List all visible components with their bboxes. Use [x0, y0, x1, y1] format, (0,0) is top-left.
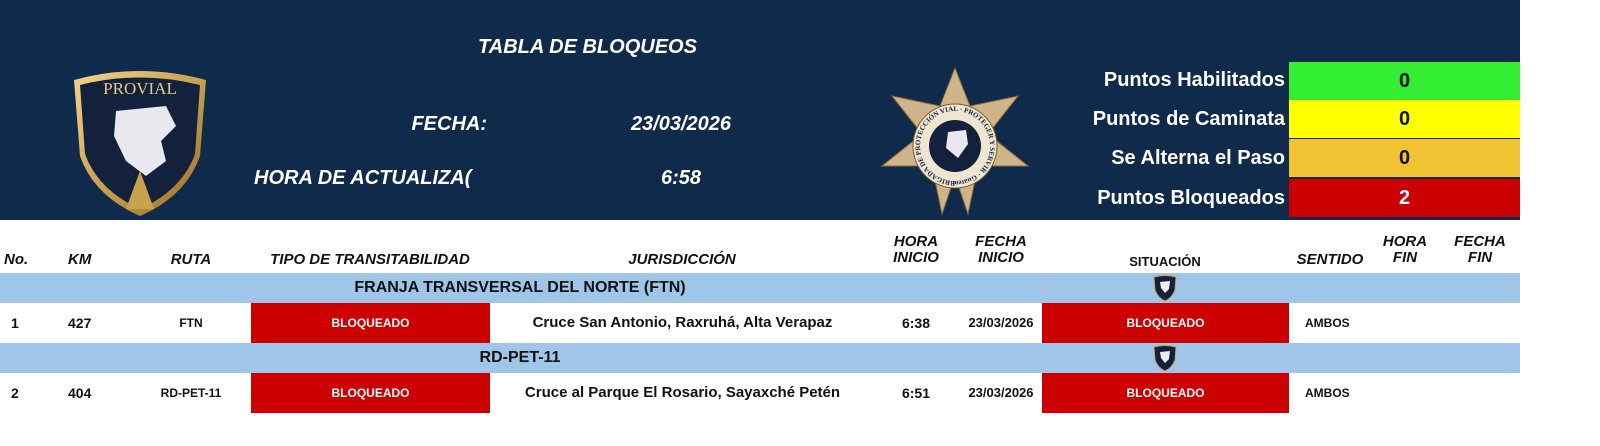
cell-jurisdiccion: Cruce al Parque El Rosario, Sayaxché Pet…	[524, 384, 841, 401]
hora-actualizacion-label: HORA DE ACTUALIZA(	[254, 167, 472, 189]
col-ruta: RUTA	[170, 251, 212, 268]
cell-situacion: BLOQUEADO	[1042, 373, 1289, 413]
legend-label-caminata: Puntos de Caminata	[1092, 108, 1285, 130]
cell-sentido: AMBOS	[1305, 386, 1350, 400]
page-title: TABLA DE BLOQUEOS	[478, 36, 697, 58]
legend-value-habilitados: 0	[1289, 62, 1520, 100]
col-sentido: SENTIDO	[1296, 251, 1364, 268]
cell-situacion: BLOQUEADO	[1042, 303, 1289, 343]
hora-actualizacion-value: 6:58	[660, 167, 702, 189]
col-jurisdiccion: JURISDICCIÓN	[628, 251, 736, 268]
col-tipo: TIPO DE TRANSITABILIDAD	[270, 251, 470, 268]
table-row: 2 404 RD-PET-11 BLOQUEADO Cruce al Parqu…	[0, 373, 1520, 413]
legend-value-alterna: 0	[1289, 139, 1520, 177]
provial-shield-icon	[1153, 275, 1177, 302]
cell-no: 1	[11, 315, 19, 331]
col-fecha-fin: FECHA FIN	[1454, 233, 1506, 266]
cell-ruta: RD-PET-11	[160, 386, 222, 400]
col-no: No.	[4, 251, 29, 268]
col-hora-inicio: HORA INICIO	[893, 233, 939, 266]
group-title: FRANJA TRANSVERSAL DEL NORTE (FTN)	[354, 279, 686, 296]
cell-sentido: AMBOS	[1305, 316, 1350, 330]
legend-label-habilitados: Puntos Habilitados	[1103, 69, 1285, 91]
col-fecha-inicio: FECHA INICIO	[975, 233, 1027, 266]
cell-fecha-inicio: 23/03/2026	[968, 315, 1034, 330]
cell-hora-inicio: 6:38	[901, 315, 931, 331]
fecha-value: 23/03/2026	[630, 113, 732, 135]
group-title: RD-PET-11	[479, 349, 561, 366]
cell-hora-inicio: 6:51	[901, 385, 931, 401]
col-km: KM	[68, 251, 92, 268]
cell-km: 404	[68, 385, 92, 401]
cell-fecha-inicio: 23/03/2026	[968, 385, 1034, 400]
group-row	[0, 343, 1520, 373]
header-banner	[0, 0, 1520, 220]
col-situacion: SITUACIÓN	[1129, 254, 1201, 269]
cell-no: 2	[11, 385, 19, 401]
legend-label-alterna: Se Alterna el Paso	[1111, 147, 1285, 169]
brigada-star-badge-icon: BRIGADA DE PROTECCIÓN VIAL · PROTEGER Y …	[878, 66, 1030, 216]
legend-value-caminata: 0	[1289, 100, 1520, 138]
provial-logo: PROVIAL	[74, 71, 206, 216]
cell-jurisdiccion: Cruce San Antonio, Raxruhá, Alta Verapaz	[532, 314, 833, 331]
cell-tipo: BLOQUEADO	[251, 303, 490, 343]
col-hora-fin: HORA FIN	[1382, 233, 1428, 266]
provial-shield-icon	[1153, 345, 1177, 372]
table-row: 1 427 FTN BLOQUEADO Cruce San Antonio, R…	[0, 303, 1520, 343]
cell-tipo: BLOQUEADO	[251, 373, 490, 413]
group-row	[0, 273, 1520, 303]
cell-km: 427	[68, 315, 92, 331]
legend-label-bloqueados: Puntos Bloqueados	[1097, 187, 1285, 209]
logo-text: PROVIAL	[103, 79, 177, 98]
cell-ruta: FTN	[179, 316, 203, 330]
legend-value-bloqueados: 2	[1289, 179, 1520, 217]
fecha-label: FECHA:	[411, 113, 487, 135]
